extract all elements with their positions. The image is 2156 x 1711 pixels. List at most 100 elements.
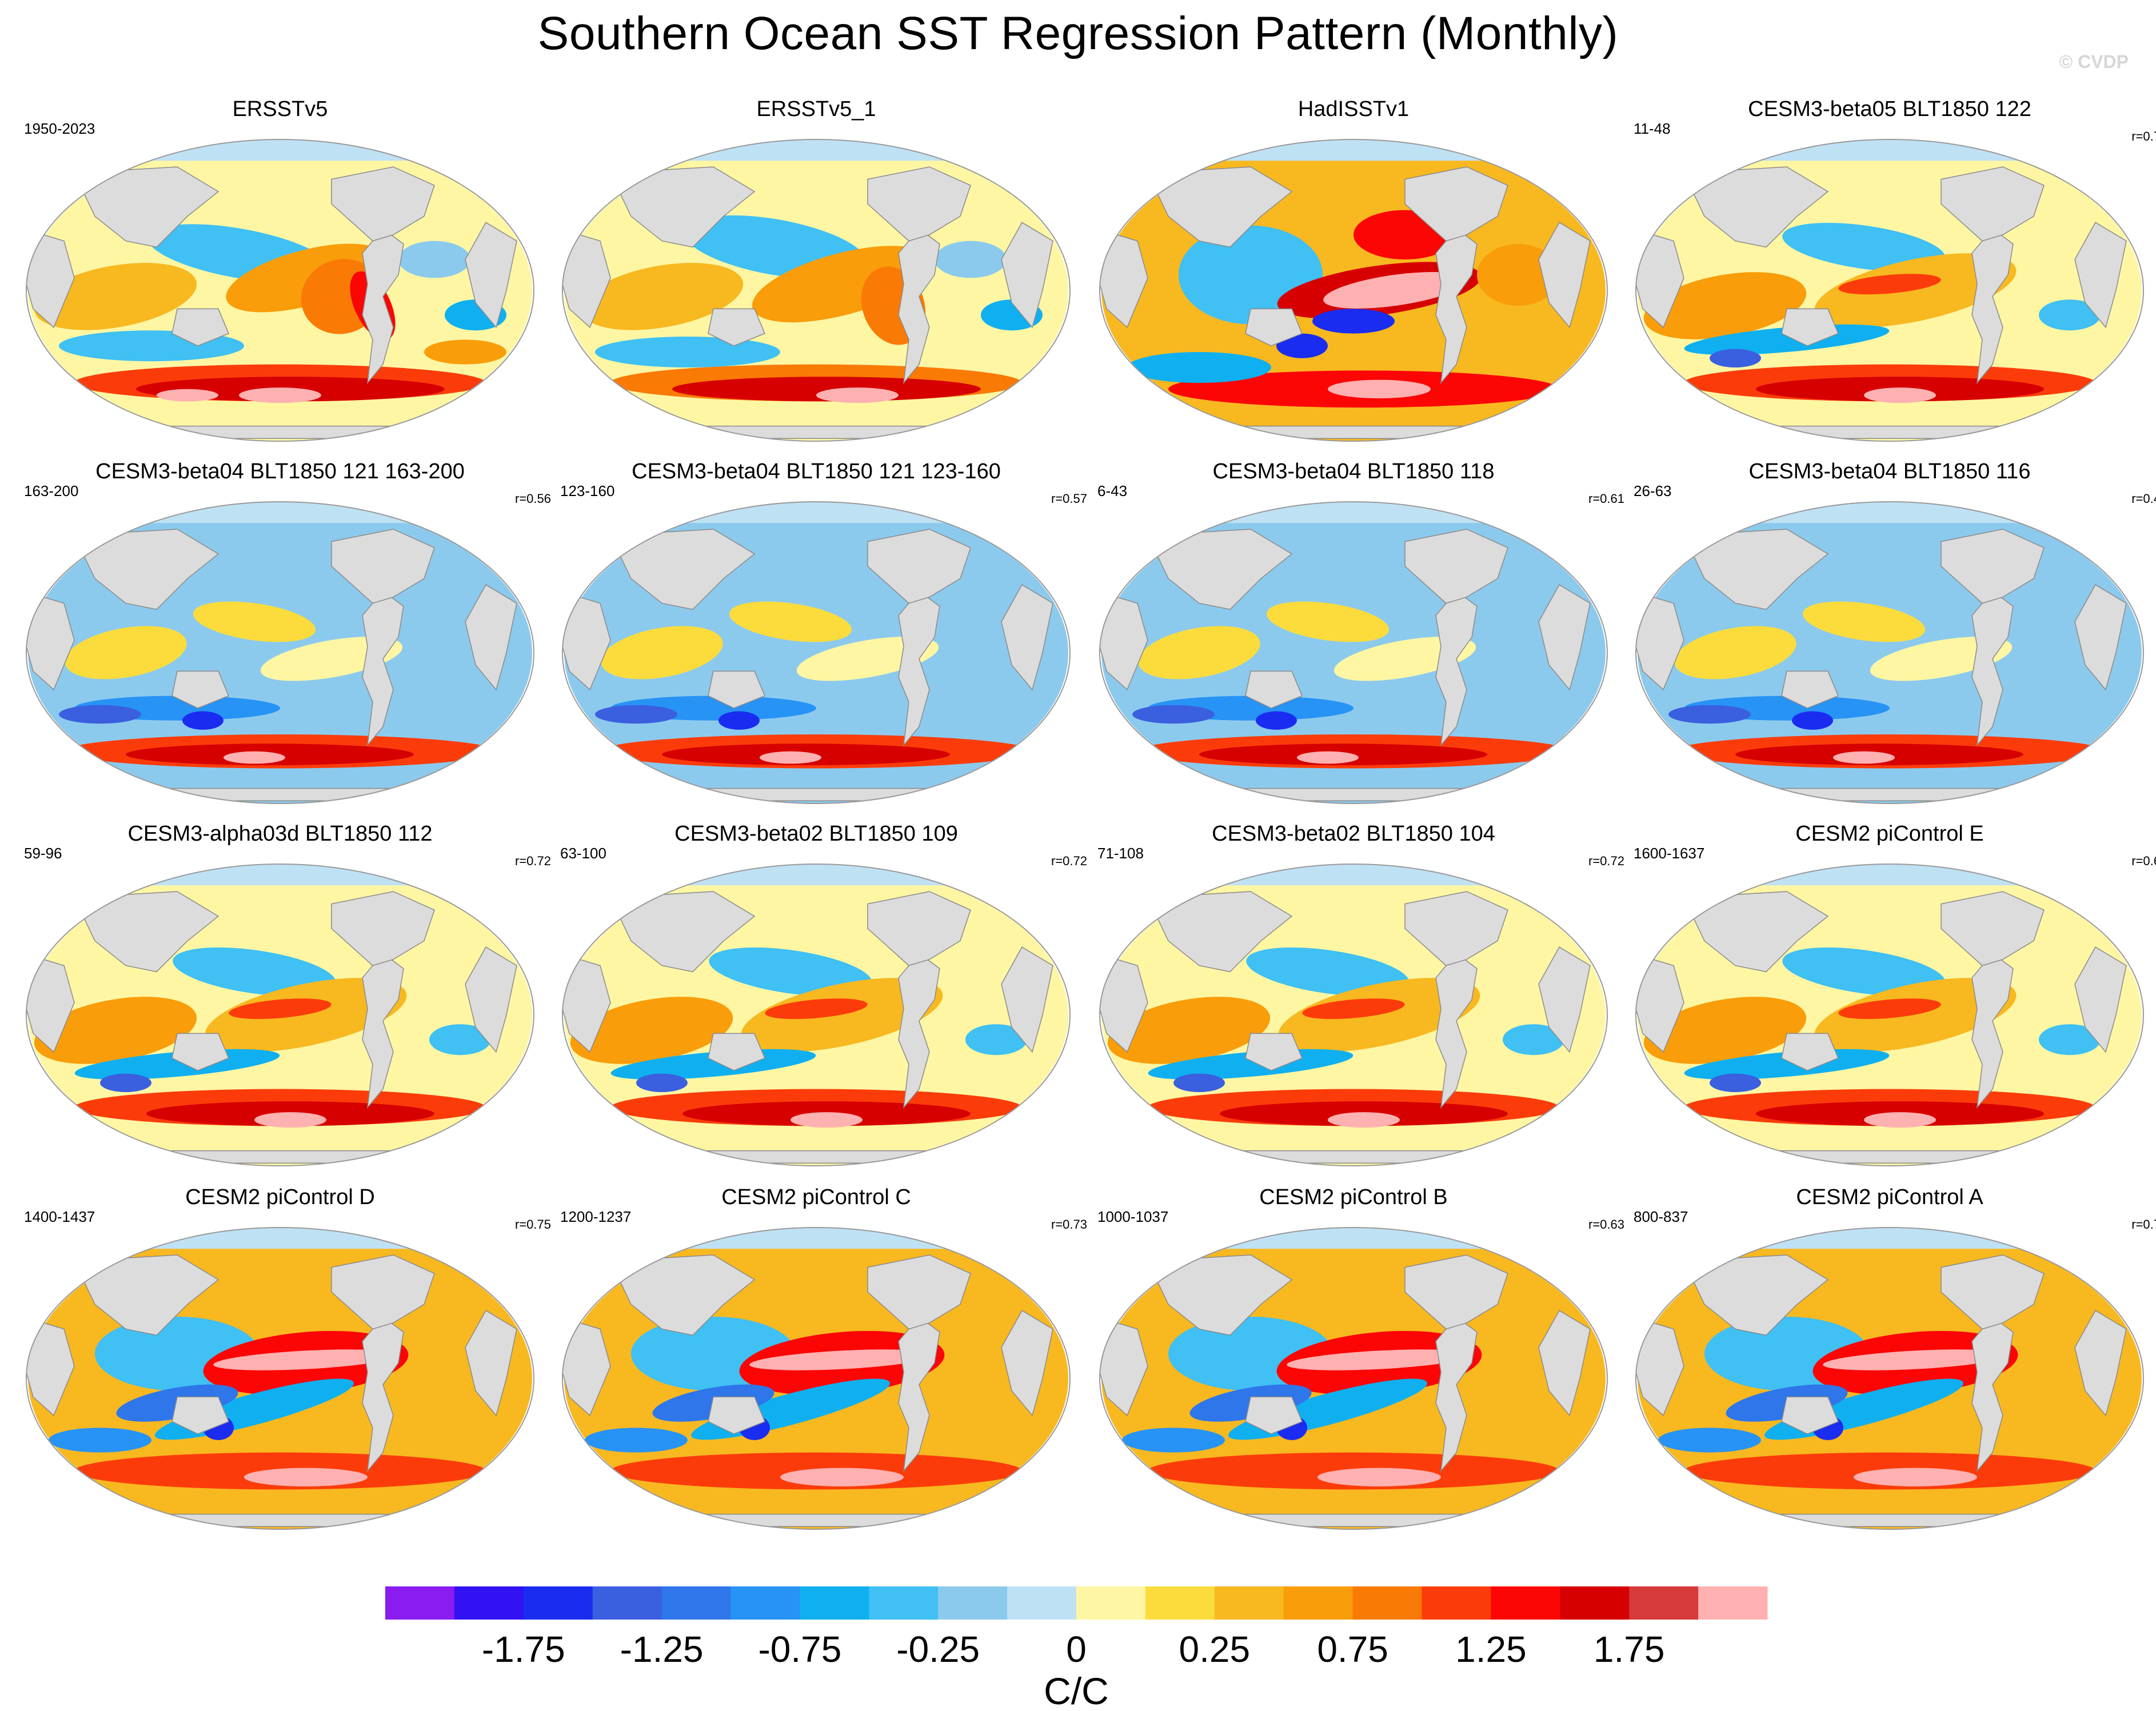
sst-anomaly-region [595,705,677,724]
colorbar-swatch [938,1586,1008,1620]
colorbar-swatch [1214,1586,1284,1620]
sst-anomaly-region [193,601,316,642]
colorbar-swatch [1629,1586,1699,1620]
map-outline [26,501,534,804]
sst-anomaly-region [765,998,868,1020]
land-mass [1636,227,1684,329]
land-mass [2074,1310,2127,1417]
map-panel: CESM3-beta04 BLT1850 121 123-160 123-160 r… [548,459,1087,819]
sst-anomaly-region [1792,711,1833,730]
sst-anomaly-region [1328,379,1431,398]
land-mass [48,787,512,801]
land-mass [2074,222,2127,329]
panel-correlation: r=0.73 [1051,1217,1087,1232]
sst-map [562,1227,1071,1530]
sst-map [1635,501,2144,804]
sst-anomaly-region [1127,352,1271,383]
land-mass [1435,227,1478,385]
sst-map [26,864,534,1166]
land-mass [1971,227,2014,385]
land-mass [362,590,404,747]
land-mass [980,878,1023,905]
sst-anomaly-region [1278,978,1480,1052]
panel-title: CESM3-beta05 BLT1850 122 [1748,97,2031,121]
sst-anomaly-region [1302,998,1405,1020]
land-mass [1941,891,2045,966]
sst-map [1635,1227,2144,1530]
land-mass [708,308,765,347]
colorbar-swatch [1698,1586,1768,1620]
colorbar-swatch [800,1586,869,1620]
land-mass [1941,1254,2045,1330]
land-mass [1100,590,1148,691]
land-mass [1971,590,2014,747]
land-mass [26,952,75,1053]
panel-correlation: r=0.72 [1051,854,1087,868]
sst-anomaly-region [229,998,332,1020]
land-mass [1121,425,1586,439]
map-outline [1099,139,1608,442]
land-mass [562,590,611,691]
sst-anomaly-region [223,751,285,764]
sst-map [1099,139,1608,442]
land-mass [708,1396,765,1435]
map-outline [562,864,1071,1166]
land-mass [1121,1513,1586,1527]
sst-anomaly-region [424,339,506,365]
land-mass [708,1033,765,1072]
sst-anomaly-region [1864,387,1936,403]
sst-anomaly-region [205,978,407,1052]
map-panel: CESM3-beta04 BLT1850 116 26-63 r=0.4 [1621,459,2156,819]
land-mass [331,529,435,604]
land-mass [1683,891,1829,973]
land-mass [1517,516,1560,542]
panel-title: CESM3-beta04 BLT1850 121 163-200 [95,459,465,483]
colorbar-swatch [661,1586,731,1620]
sst-anomaly-region [429,1024,491,1056]
land-mass [867,1254,971,1330]
land-mass [1404,529,1508,604]
map-outline [1635,139,2144,442]
land-mass [898,952,940,1109]
colorbar-swatch [730,1586,800,1620]
colorbar-swatch [385,1586,455,1620]
land-mass [980,516,1023,542]
land-mass [584,787,1048,801]
land-mass [465,584,517,691]
sst-anomaly-region [752,246,932,323]
sst-anomaly-region [1107,997,1271,1064]
land-mass [1100,227,1148,329]
map-panel: CESM2 piControl A 800-837 r=0.7 [1621,1185,2156,1545]
land-mass [331,166,435,242]
panel-correlation: r=0.7 [2131,1217,2156,1232]
land-mass [898,227,940,385]
sst-map [26,501,534,804]
land-mass [1517,878,1560,905]
land-mass [1245,670,1303,709]
sst-anomaly-region [65,626,187,679]
sst-anomaly-region [1782,947,1946,996]
land-mass [1683,1254,1829,1336]
panel-years: 1400-1437 [24,1208,95,1225]
panel-title: ERSSTv5 [232,97,328,121]
land-mass [1971,1316,2014,1473]
land-mass [26,590,75,691]
land-mass [1781,1033,1839,1072]
land-mass [48,425,512,439]
land-mass [2074,584,2127,691]
sst-anomaly-region [816,387,899,403]
land-mass [898,590,940,747]
land-mass [171,670,229,709]
land-mass [2053,878,2097,905]
sst-anomaly-region [254,1112,326,1128]
sst-anomaly-region [570,997,733,1064]
sst-anomaly-region [1854,1468,1977,1486]
panel-title: CESM3-beta04 BLT1850 118 [1212,459,1495,483]
sst-anomaly-region [580,263,744,330]
panel-title: CESM2 piControl B [1259,1185,1448,1209]
sst-anomaly-region [780,1468,904,1486]
sst-anomaly-region [595,337,780,367]
panel-title: CESM2 piControl E [1795,822,1984,846]
colorbar-tick-label: 0.75 [1317,1629,1388,1670]
panel-years: 1200-1237 [560,1208,632,1225]
